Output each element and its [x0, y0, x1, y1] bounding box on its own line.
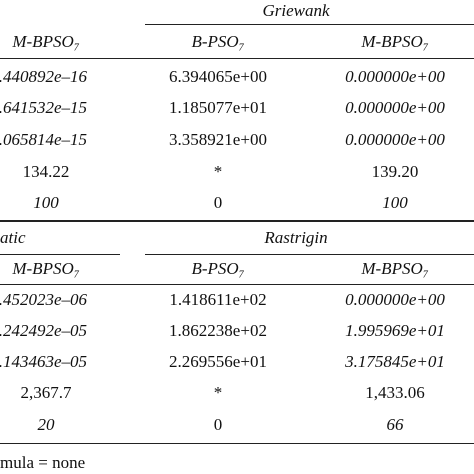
table-cell: 1.185077e+01 — [169, 98, 267, 117]
rule — [0, 254, 120, 255]
table-cell: 0.000000e+00 — [345, 290, 445, 309]
rule — [0, 443, 474, 444]
table-cell: .452023e–06 — [0, 290, 87, 309]
table-cell: 1.862238e+02 — [169, 321, 267, 340]
section-title: atic — [0, 228, 26, 247]
section-title: Griewank — [262, 1, 330, 20]
table-cell: * — [213, 383, 223, 402]
section-title: Rastrigin — [264, 228, 328, 247]
table-cell: .242492e–05 — [0, 321, 87, 340]
table-cell: 134.22 — [22, 162, 70, 181]
table-cell: 100 — [33, 193, 59, 212]
column-header: M-BPSO₇ — [361, 32, 429, 51]
table-cell: 2.269556e+01 — [169, 352, 267, 371]
rule — [0, 220, 474, 222]
column-header: M-BPSO₇ — [12, 32, 80, 51]
table-cell: 2,367.7 — [20, 383, 72, 402]
table-cell: .143463e–05 — [0, 352, 87, 371]
column-header: M-BPSO₇ — [361, 259, 429, 278]
table-cell: 0 — [213, 193, 223, 212]
rule — [0, 284, 474, 285]
table-cell: * — [213, 162, 223, 181]
table-cell: 3.358921e+00 — [169, 130, 267, 149]
rule — [145, 254, 474, 255]
rule — [145, 24, 474, 25]
table-cell: 20 — [37, 415, 55, 434]
table-cell: 0 — [213, 415, 223, 434]
table-cell: .641532e–15 — [0, 98, 87, 117]
table-cell: .440892e–16 — [0, 67, 87, 86]
column-header: B-PSO₇ — [191, 259, 245, 278]
footnote: mula = none — [0, 453, 86, 472]
table-cell: 1.418611e+02 — [169, 290, 267, 309]
column-header: B-PSO₇ — [191, 32, 245, 51]
table-cell: 0.000000e+00 — [345, 67, 445, 86]
table-cell: 0.000000e+00 — [345, 130, 445, 149]
table-cell: 0.000000e+00 — [345, 98, 445, 117]
table-cell: 1.995969e+01 — [345, 321, 445, 340]
table-cell: 1,433.06 — [365, 383, 425, 402]
table-cell: .065814e–15 — [0, 130, 87, 149]
table-cell: 139.20 — [371, 162, 419, 181]
column-header: M-BPSO₇ — [12, 259, 80, 278]
table-cell: 6.394065e+00 — [169, 67, 267, 86]
table-cell: 3.175845e+01 — [345, 352, 445, 371]
table-cell: 66 — [386, 415, 404, 434]
table-cell: 100 — [382, 193, 408, 212]
rule — [0, 58, 474, 59]
